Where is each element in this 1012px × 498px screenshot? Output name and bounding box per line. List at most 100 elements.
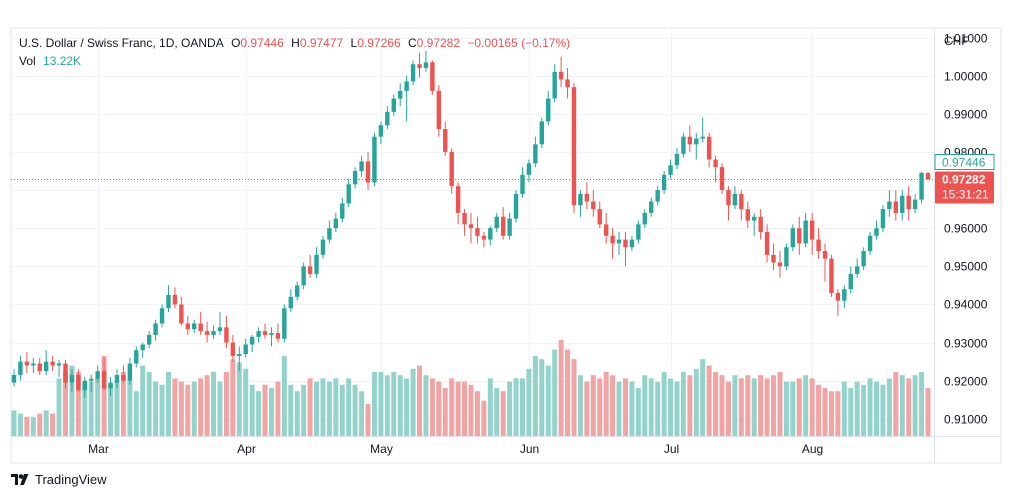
candle-body[interactable] [475,228,480,236]
candle-body[interactable] [18,361,23,375]
candle-body[interactable] [603,224,609,236]
candle-body[interactable] [616,239,622,244]
candle-body[interactable] [256,331,261,337]
candle-body[interactable] [417,64,422,69]
candle-body[interactable] [217,327,223,332]
candle-body[interactable] [449,151,454,187]
candle-body[interactable] [211,331,216,335]
candle-body[interactable] [262,331,268,335]
candle-body[interactable] [571,87,577,206]
candle-body[interactable] [43,361,49,372]
candle-body[interactable] [578,193,583,206]
candle-body[interactable] [681,136,686,154]
candle-body[interactable] [829,258,834,294]
candle-body[interactable] [108,382,113,389]
candle-body[interactable] [597,209,602,225]
candle-body[interactable] [359,161,364,171]
candle-body[interactable] [777,262,783,267]
candle-body[interactable] [880,209,886,229]
candle-body[interactable] [282,308,287,339]
candle-body[interactable] [443,129,448,152]
candle-body[interactable] [925,173,931,180]
candle-body[interactable] [314,254,319,274]
candlesticks[interactable] [11,50,931,398]
candle-body[interactable] [494,216,499,229]
candle-body[interactable] [468,224,474,229]
candle-body[interactable] [694,138,699,145]
candle-body[interactable] [790,228,796,248]
candle-body[interactable] [320,239,326,255]
candle-body[interactable] [771,254,776,263]
candle-body[interactable] [591,201,596,210]
candle-body[interactable] [674,153,680,166]
candle-body[interactable] [333,218,339,229]
candle-body[interactable] [101,371,107,389]
candle-body[interactable] [861,251,866,267]
candle-body[interactable] [172,294,178,305]
candle-body[interactable] [327,228,332,240]
candle-body[interactable] [822,251,828,259]
candle-body[interactable] [404,81,409,91]
candle-body[interactable] [237,354,242,356]
candle-body[interactable] [230,342,236,356]
candle-body[interactable] [11,374,17,383]
candle-body[interactable] [243,344,248,355]
candle-body[interactable] [900,195,905,213]
candle-body[interactable] [249,336,255,345]
candle-body[interactable] [764,232,770,255]
candle-body[interactable] [629,239,635,248]
candle-body[interactable] [732,193,738,206]
candle-body[interactable] [31,363,36,366]
candle-body[interactable] [198,323,203,332]
candle-body[interactable] [520,174,525,194]
candle-body[interactable] [436,90,442,130]
candle-body[interactable] [848,273,853,290]
candle-body[interactable] [752,216,757,221]
brand-name[interactable]: TradingView [35,472,107,487]
candle-body[interactable] [642,212,647,225]
candle-body[interactable] [809,220,815,240]
candle-body[interactable] [95,371,100,379]
candle-body[interactable] [224,327,229,343]
candle-body[interactable] [636,224,641,240]
candle-body[interactable] [919,172,924,200]
candle-body[interactable] [365,161,371,183]
candle-body[interactable] [134,350,139,364]
candle-body[interactable] [565,79,570,88]
candle-body[interactable] [854,266,860,274]
candle-body[interactable] [204,331,210,335]
candle-body[interactable] [507,218,512,236]
candle-body[interactable] [192,323,197,330]
candle-body[interactable] [146,334,152,345]
candle-body[interactable] [179,304,184,324]
candle-body[interactable] [391,98,396,112]
candle-body[interactable] [346,184,351,204]
candle-body[interactable] [726,190,731,206]
candle-body[interactable] [127,363,133,381]
candle-body[interactable] [166,294,171,309]
candle-body[interactable] [352,170,358,185]
candle-body[interactable] [584,193,590,202]
candle-body[interactable] [546,98,551,122]
candle-body[interactable] [513,193,519,219]
candle-body[interactable] [397,90,403,99]
candle-body[interactable] [687,136,693,145]
candle-body[interactable] [423,62,429,69]
candle-body[interactable] [76,374,81,391]
candle-body[interactable] [539,121,545,145]
candle-body[interactable] [719,167,725,191]
candle-body[interactable] [610,235,615,244]
candle-body[interactable] [784,247,789,267]
candle-body[interactable] [758,216,763,232]
candle-body[interactable] [558,71,564,80]
candle-body[interactable] [24,361,30,366]
candle-body[interactable] [649,201,654,213]
candle-body[interactable] [874,228,879,236]
candle-body[interactable] [481,235,487,240]
candle-body[interactable] [89,378,94,381]
candle-body[interactable] [410,64,416,82]
candle-body[interactable] [378,125,384,137]
candle-body[interactable] [893,201,899,213]
candle-body[interactable] [82,380,88,391]
candle-body[interactable] [867,235,873,252]
